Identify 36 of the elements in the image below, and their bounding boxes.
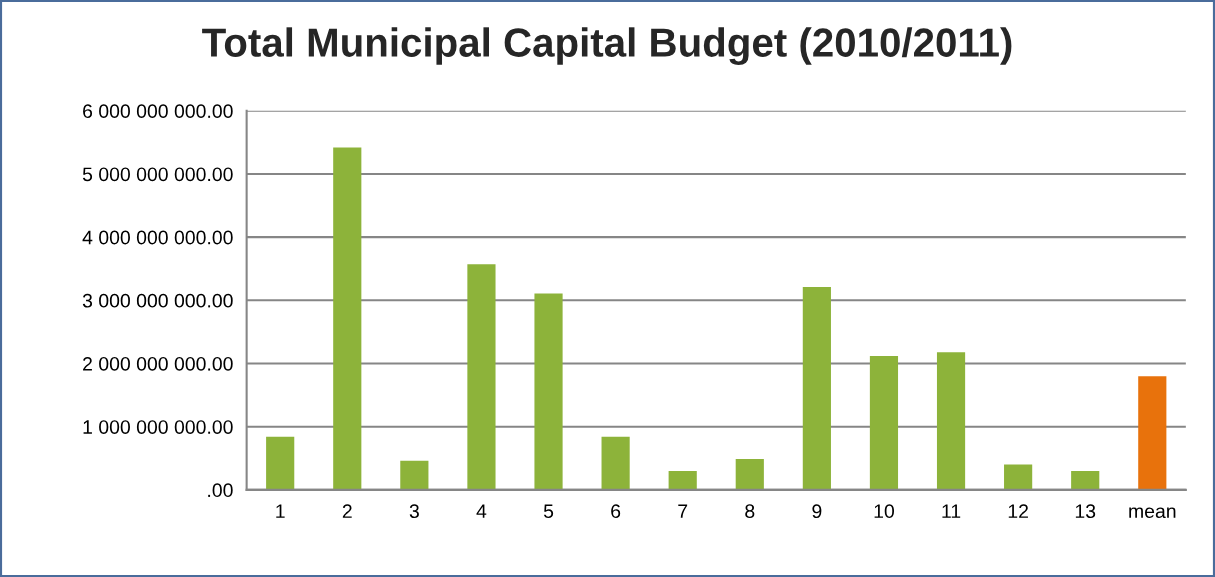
y-tick-label: 4 000 000 000.00 [82, 230, 233, 245]
y-tick-label: 5 000 000 000.00 [82, 167, 233, 182]
x-tick-label: 4 [476, 504, 487, 518]
x-tick-label: 7 [678, 504, 688, 518]
x-tick-label: 3 [409, 504, 419, 519]
chart-title: Total Municipal Capital Budget (2010/2011) [202, 27, 1012, 66]
x-tick-label: mean [1129, 507, 1176, 519]
bar [333, 147, 362, 490]
bar [802, 287, 831, 490]
x-tick-label: 9 [812, 504, 822, 519]
x-tick-label: 8 [745, 504, 755, 519]
x-tick-label: 12 [1008, 504, 1028, 518]
bar [668, 470, 697, 490]
x-tick-label: 1 [276, 504, 285, 518]
bar [266, 436, 295, 490]
bar [1071, 470, 1100, 490]
y-tick-label: .00 [208, 483, 233, 498]
bar [735, 458, 764, 490]
bar [936, 352, 966, 490]
x-tick-label: 2 [342, 504, 352, 518]
x-tick-label: 5 [543, 504, 554, 519]
y-tick-label: 6 000 000 000.00 [83, 104, 233, 119]
bar [467, 264, 496, 490]
bar [869, 355, 899, 490]
bar [534, 293, 563, 490]
bar [601, 436, 630, 490]
bar [1004, 464, 1033, 490]
y-tick-label: 3 000 000 000.00 [82, 293, 233, 308]
bar [1138, 376, 1167, 490]
bar [400, 460, 429, 490]
y-tick-label: 2 000 000 000.00 [83, 356, 233, 371]
x-tick-label: 11 [942, 504, 961, 518]
x-tick-label: 13 [1075, 504, 1096, 519]
x-tick-label: 6 [611, 504, 621, 519]
y-tick-label: 1 000 000 000.00 [83, 420, 233, 434]
x-tick-label: 10 [874, 504, 895, 519]
